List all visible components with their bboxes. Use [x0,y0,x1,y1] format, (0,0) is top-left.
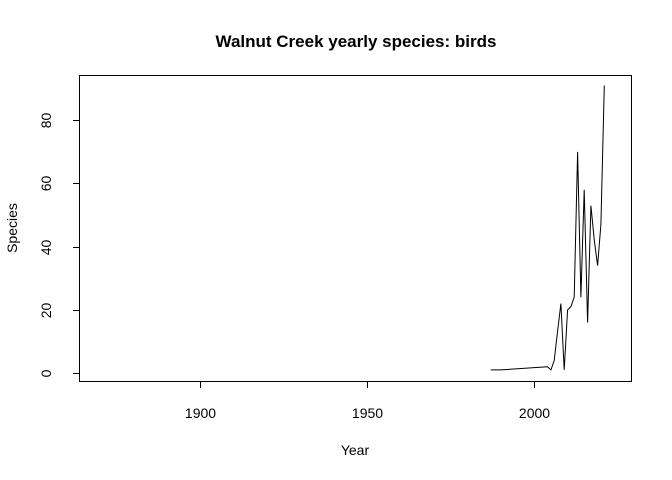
x-axis: 1900 1950 2000 [185,381,550,421]
x-tick-label: 1950 [352,405,383,421]
y-tick-label: 20 [38,303,54,319]
plot-frame [79,75,632,382]
y-axis-label: Species [4,203,20,253]
x-axis-label: Year [341,442,370,458]
y-tick-label: 60 [38,176,54,192]
y-tick-label: 0 [38,369,54,377]
series-group [490,85,605,371]
series-line [490,85,605,371]
x-tick-label: 1900 [185,405,216,421]
y-tick-label: 80 [38,113,54,129]
y-tick-label: 40 [38,240,54,256]
chart-title: Walnut Creek yearly species: birds [216,32,497,51]
x-tick-label: 2000 [519,405,550,421]
y-axis: 0 20 40 60 80 [38,113,80,377]
